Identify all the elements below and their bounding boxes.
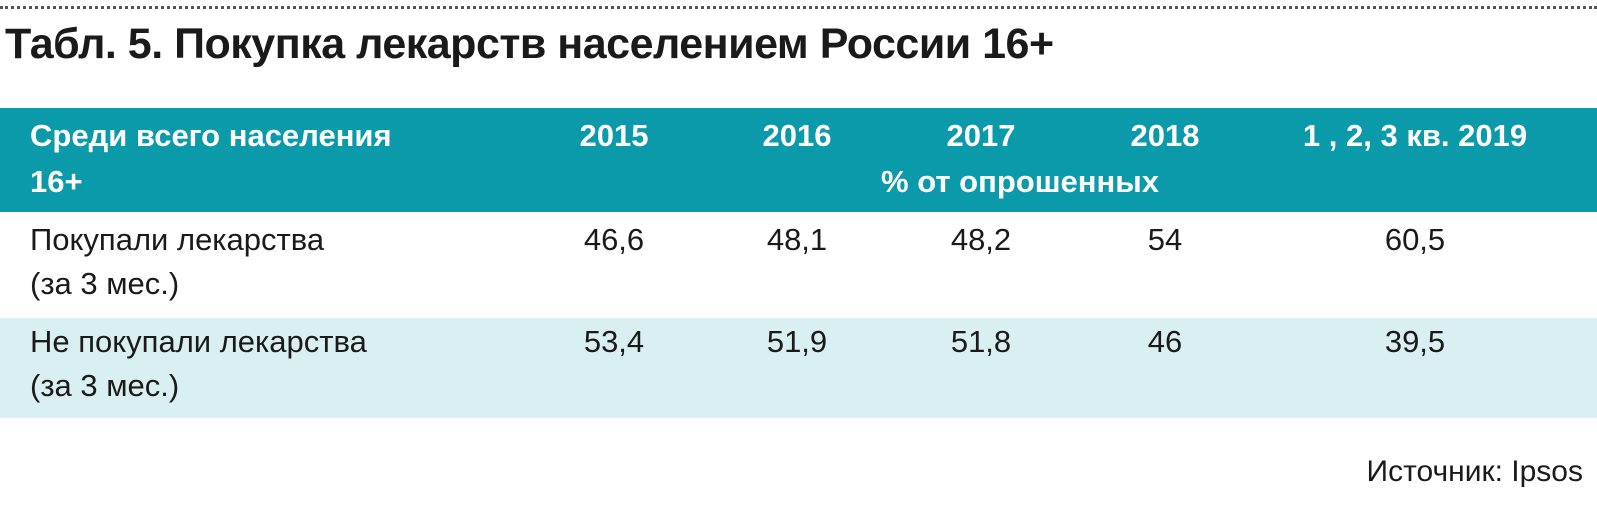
cell: 46,6	[583, 222, 645, 257]
cell: 60,5	[1384, 222, 1446, 257]
column-header: 2018	[1130, 118, 1200, 153]
row-label: Покупали лекарства	[30, 222, 325, 257]
header-label: 16+	[30, 164, 83, 199]
row-label: (за 3 мес.)	[30, 266, 180, 301]
row-band	[0, 212, 1597, 318]
cell: 39,5	[1384, 324, 1446, 359]
cell: 51,9	[766, 324, 828, 359]
source: Источник: Ipsos	[1366, 455, 1583, 488]
row-label: (за 3 мес.)	[30, 368, 180, 403]
dotted-rule	[0, 6, 1597, 9]
column-header: 2015	[579, 118, 649, 153]
row-label: Не покупали лекарства	[30, 324, 367, 359]
cell: 54	[1147, 222, 1183, 257]
row-band	[0, 318, 1597, 418]
header-band	[0, 108, 1597, 212]
cell: 46	[1147, 324, 1183, 359]
cell: 48,1	[766, 222, 828, 257]
unit-label: % от опрошенных	[881, 164, 1159, 199]
column-header: 2016	[762, 118, 832, 153]
header-label: Среди всего населения	[30, 118, 392, 153]
cell: 48,2	[950, 222, 1012, 257]
column-header: 1 , 2, 3 кв. 2019	[1302, 118, 1528, 153]
column-header: 2017	[946, 118, 1016, 153]
cell: 53,4	[583, 324, 645, 359]
cell: 51,8	[950, 324, 1012, 359]
title: Табл. 5. Покупка лекарств населением Рос…	[5, 20, 1054, 68]
